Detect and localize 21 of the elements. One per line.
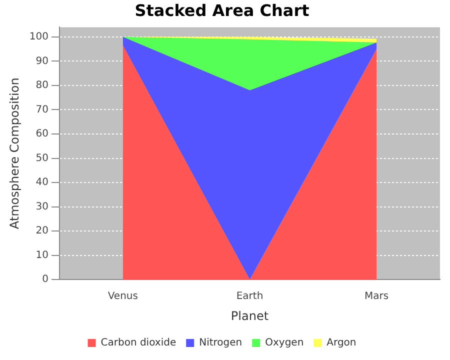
x-tick-label: Mars (364, 291, 389, 302)
x-tick-label: Venus (108, 291, 138, 302)
y-tick-label: 50 (36, 152, 48, 164)
y-tick-label: 30 (36, 201, 48, 212)
y-tick-label: 100 (29, 32, 48, 42)
x-tick-label: Earth (236, 291, 264, 302)
chart-title: Stacked Area Chart (134, 0, 310, 20)
legend-label: Argon (326, 338, 356, 349)
y-tick-label: 20 (36, 226, 48, 237)
y-tick-label: 60 (36, 128, 48, 140)
y-axis-title: Atmosphere Composition (7, 78, 22, 230)
y-tick-label: 70 (36, 104, 48, 116)
y-tick-label: 40 (36, 177, 48, 188)
x-axis-title: Planet (230, 308, 269, 323)
y-tick-label: 10 (36, 250, 48, 261)
legend-label: Nitrogen (199, 338, 242, 349)
y-tick-label: 0 (42, 274, 48, 286)
y-tick-label: 90 (36, 56, 48, 67)
legend-label: Carbon dioxide (100, 338, 176, 349)
legend-label: Oxygen (265, 338, 304, 349)
y-tick-label: 80 (36, 80, 48, 92)
